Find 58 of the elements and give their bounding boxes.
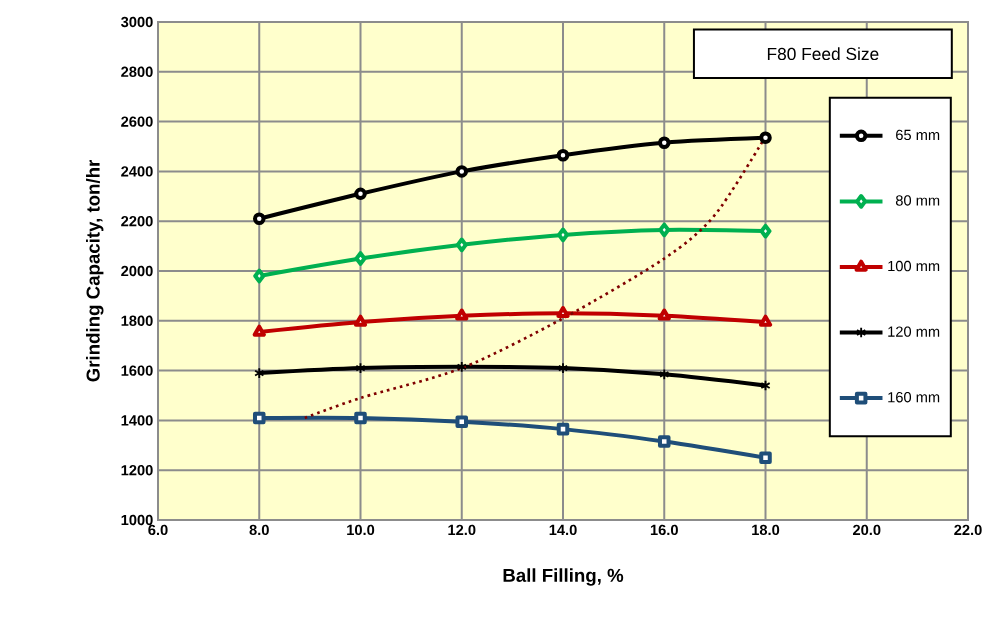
point: [658, 222, 671, 238]
point: [354, 251, 367, 266]
legend-label: 80 mm: [895, 195, 940, 206]
legend-label: 100 mm: [888, 260, 940, 272]
x-tick-label: 20.0: [852, 524, 881, 536]
x-tick-label: 22.0: [954, 524, 982, 536]
point: [556, 306, 570, 318]
x-tick-label: 14.0: [549, 524, 577, 536]
point: [252, 212, 266, 225]
y-tick-label: 2400: [121, 166, 153, 177]
y-tick-label: 1400: [121, 415, 153, 426]
point: [353, 314, 368, 327]
y-tick-label: 1000: [121, 514, 153, 526]
x-tick-label: 8.0: [249, 524, 269, 536]
point: [455, 237, 468, 253]
point: [758, 314, 773, 327]
y-tick-label: 1800: [121, 315, 153, 326]
legend-label: 65 mm: [896, 129, 940, 141]
point: [659, 368, 670, 381]
point: [456, 361, 467, 373]
point: [557, 227, 569, 243]
point: [759, 451, 772, 465]
x-tick-label: 16.0: [650, 524, 678, 536]
y-tick-label: 2000: [121, 265, 153, 277]
point: [455, 165, 469, 178]
y-tick-label: 3000: [121, 16, 153, 28]
y-tick-label: 2600: [121, 116, 153, 127]
y-tick-label: 1200: [121, 465, 153, 476]
x-tick-label: 12.0: [448, 524, 476, 536]
x-tick-label: 10.0: [347, 524, 375, 536]
point: [759, 223, 772, 239]
point: [253, 268, 266, 284]
x-axis-title: Ball Filling, %: [503, 568, 624, 586]
point: [657, 308, 671, 321]
x-tick-label: 6.0: [148, 524, 168, 536]
point: [557, 362, 569, 374]
y-tick-label: 1600: [121, 365, 153, 376]
legend-label: 160 mm: [888, 392, 940, 403]
point: [657, 435, 671, 448]
legend-title: F80 Feed Size: [767, 47, 879, 61]
point: [254, 367, 265, 379]
point: [759, 131, 772, 145]
y-axis-title: Grinding Capacity, ton/hr: [86, 159, 104, 382]
point: [556, 422, 570, 436]
point: [252, 324, 266, 337]
point: [556, 148, 570, 162]
point: [354, 411, 367, 425]
x-tick-label: 18.0: [752, 524, 780, 536]
point: [455, 308, 469, 321]
point: [657, 136, 671, 150]
y-tick-label: 2800: [121, 66, 153, 77]
point: [760, 379, 771, 392]
point: [252, 411, 266, 425]
point: [355, 362, 366, 374]
point: [354, 187, 367, 201]
y-tick-label: 2200: [121, 216, 153, 227]
point: [455, 415, 469, 428]
legend-label: 120 mm: [888, 326, 940, 337]
